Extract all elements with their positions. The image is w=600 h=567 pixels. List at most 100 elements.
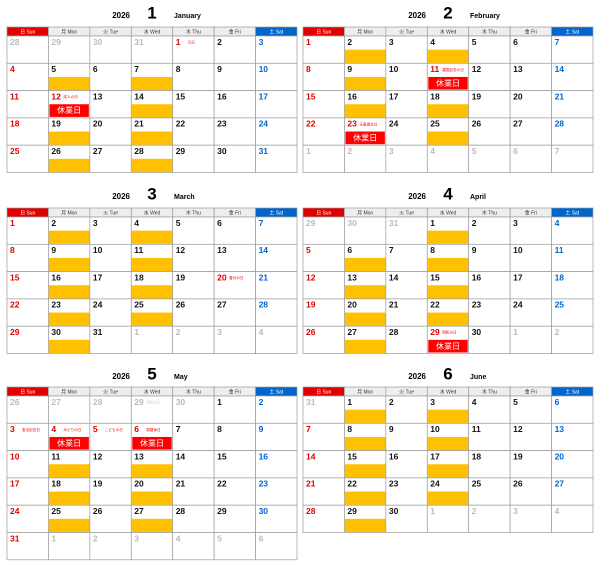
weekday-label: 木 Thu <box>186 28 201 35</box>
day-cell <box>551 144 594 173</box>
day-number: 2 <box>259 397 264 407</box>
highlight <box>344 312 386 326</box>
year: 2026 <box>112 372 130 381</box>
holiday-name: 春分の日 <box>229 275 243 280</box>
day-cell <box>302 90 345 119</box>
day-number: 23 <box>347 119 357 129</box>
day-number: 6 <box>93 64 98 74</box>
weekday-label: 土 Sat <box>565 209 580 216</box>
highlight <box>48 76 90 91</box>
highlight <box>344 104 386 118</box>
highlight <box>48 285 90 299</box>
day-number: 1 <box>430 506 435 516</box>
closed-box <box>132 436 172 450</box>
day-number: 9 <box>51 245 56 255</box>
day-cell <box>385 35 428 64</box>
day-cell <box>302 216 345 245</box>
day-cell <box>48 532 91 561</box>
day-number: 29 <box>176 146 186 156</box>
day-number: 16 <box>217 91 227 101</box>
day-number: 5 <box>93 424 98 434</box>
day-number: 17 <box>513 272 523 282</box>
day-cell <box>89 325 132 354</box>
day-cell <box>551 298 594 327</box>
day-cell <box>468 117 511 146</box>
day-cell <box>551 216 594 245</box>
day-number: 18 <box>51 479 61 489</box>
day-cell <box>509 298 552 327</box>
weekday-label: 金 Fri <box>229 28 241 35</box>
day-number: 23 <box>259 479 269 489</box>
weekday-label: 日 Sun <box>20 29 36 35</box>
weekday-label: 水 Wed <box>440 388 457 395</box>
day-cell <box>172 144 215 173</box>
highlight <box>427 104 469 118</box>
day-number: 10 <box>513 245 523 255</box>
day-number: 27 <box>555 479 565 489</box>
day-number: 26 <box>306 327 316 337</box>
day-cell <box>468 298 511 327</box>
year: 2026 <box>112 11 130 20</box>
day-number: 3 <box>217 327 222 337</box>
day-number: 13 <box>134 451 144 461</box>
day-number: 2 <box>176 327 181 337</box>
day-number: 16 <box>472 272 482 282</box>
holiday-name: 成人の日 <box>63 94 77 99</box>
day-number: 16 <box>389 451 399 461</box>
day-number: 17 <box>259 91 269 101</box>
month-number: 4 <box>443 184 453 203</box>
day-number: 2 <box>217 37 222 47</box>
weekday-label: 月 Mon <box>357 389 373 395</box>
day-number: 22 <box>176 119 186 129</box>
day-cell <box>551 325 594 354</box>
day-number: 15 <box>176 91 186 101</box>
day-cell <box>551 35 594 64</box>
day-cell <box>468 422 511 451</box>
holiday-name: みどりの日 <box>63 427 81 432</box>
day-number: 17 <box>389 91 399 101</box>
day-number: 20 <box>134 479 144 489</box>
day-number: 5 <box>176 218 181 228</box>
day-number: 27 <box>347 327 357 337</box>
day-number: 23 <box>389 479 399 489</box>
day-number: 3 <box>513 506 518 516</box>
day-number: 21 <box>555 91 565 101</box>
day-number: 29 <box>217 506 227 516</box>
day-number: 13 <box>93 91 103 101</box>
holiday-name: 振替休日 <box>146 427 160 432</box>
day-number: 19 <box>472 91 482 101</box>
day-cell <box>6 35 49 64</box>
weekday-label: 金 Fri <box>525 209 537 216</box>
highlight <box>131 257 173 272</box>
highlight <box>427 491 469 505</box>
closed-label: 休業日 <box>57 105 81 115</box>
day-number: 13 <box>347 272 357 282</box>
highlight <box>427 257 469 272</box>
day-number: 4 <box>555 218 560 228</box>
day-cell <box>255 477 298 506</box>
day-number: 10 <box>389 64 399 74</box>
month-name: January <box>174 13 201 20</box>
day-number: 26 <box>10 397 20 407</box>
day-number: 6 <box>259 533 264 543</box>
weekday-label: 月 Mon <box>357 210 373 216</box>
day-number: 20 <box>347 300 357 310</box>
day-cell <box>172 532 215 561</box>
day-number: 22 <box>10 300 20 310</box>
day-cell <box>172 271 215 300</box>
day-number: 21 <box>259 272 269 282</box>
year: 2026 <box>408 192 426 201</box>
day-number: 28 <box>555 119 565 129</box>
day-number: 11 <box>430 64 439 74</box>
day-cell <box>89 298 132 327</box>
day-number: 7 <box>134 64 139 74</box>
day-number: 18 <box>555 272 565 282</box>
day-number: 14 <box>389 272 399 282</box>
weekday-label: 日 Sun <box>20 389 36 395</box>
day-number: 22 <box>430 300 440 310</box>
day-number: 14 <box>306 451 316 461</box>
day-number: 30 <box>51 327 61 337</box>
day-number: 27 <box>93 146 103 156</box>
day-number: 5 <box>51 64 56 74</box>
